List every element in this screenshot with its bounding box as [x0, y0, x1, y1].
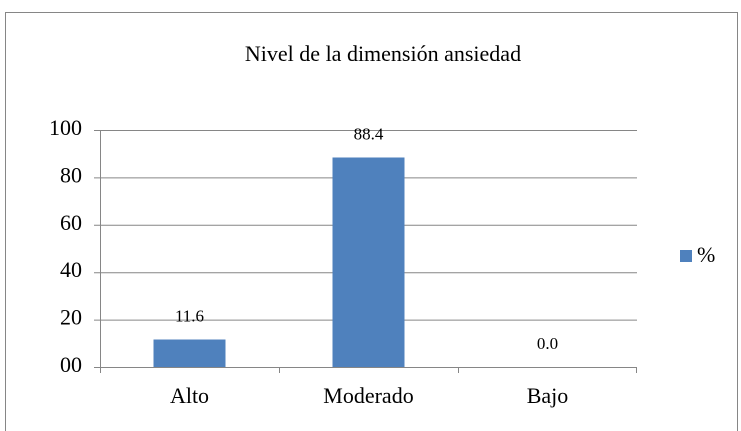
y-tick-label: 40: [60, 257, 82, 282]
y-tick-label: 80: [60, 162, 82, 187]
y-tick-label: 20: [60, 305, 82, 330]
x-tick-label: Bajo: [527, 383, 569, 408]
x-tick-label: Moderado: [323, 383, 413, 408]
y-tick-label: 00: [60, 352, 82, 377]
data-label: 0.0: [537, 334, 558, 353]
legend-swatch: [680, 250, 692, 262]
y-tick-label: 60: [60, 210, 82, 235]
data-label: 11.6: [175, 306, 204, 325]
data-label: 88.4: [354, 124, 384, 143]
chart-title: Nivel de la dimensión ansiedad: [245, 41, 521, 66]
legend-label: %: [697, 242, 715, 267]
x-tick-label: Alto: [170, 383, 209, 408]
bar: [332, 157, 405, 367]
bar: [153, 339, 226, 367]
y-tick-label: 100: [49, 115, 82, 140]
